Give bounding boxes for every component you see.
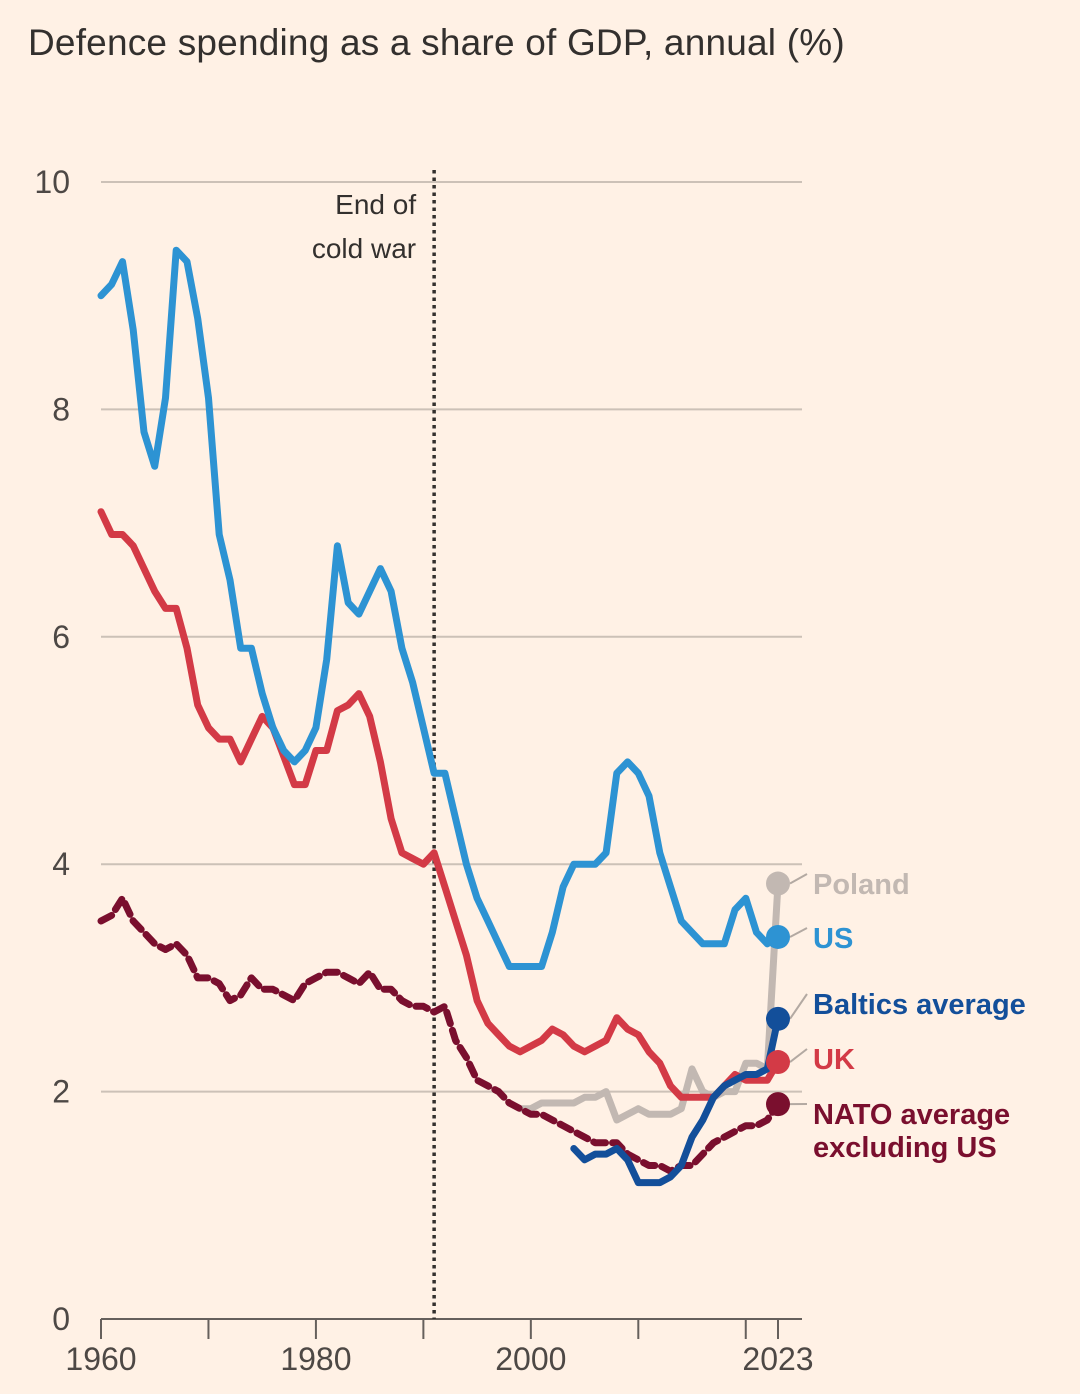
- series-line-poland: [516, 880, 782, 1124]
- y-tick-label-2: 2: [52, 1074, 70, 1110]
- end-dot-uk: [766, 1050, 790, 1075]
- cold-war-annotation: End of cold war: [312, 170, 436, 1319]
- series-label-poland: Poland: [813, 869, 910, 901]
- end-dot-nato-average-excluding-us: [766, 1092, 790, 1117]
- series-label-line1: NATO average: [813, 1099, 1010, 1131]
- x-tick-label-1980: 1980: [280, 1341, 351, 1377]
- x-tick-label-2000: 2000: [495, 1341, 566, 1377]
- series-line-uk: [97, 508, 782, 1101]
- series-label-baltics-average: Baltics average: [813, 989, 1026, 1021]
- series-lines: [97, 246, 782, 1187]
- end-dot-poland: [766, 871, 790, 896]
- leader-line-uk: [789, 1048, 808, 1063]
- gridlines: [101, 181, 802, 1093]
- series-line-nato-average-excluding-us: [97, 894, 782, 1175]
- series-labels: Poland NATO average excluding US UK Baltics …: [766, 869, 1026, 1164]
- series-line-us: [97, 246, 782, 970]
- x-tick-label-1960: 1960: [65, 1341, 136, 1377]
- y-tick-label-8: 8: [52, 391, 70, 427]
- series-label-line2: excluding US: [813, 1132, 997, 1164]
- y-tick-label-10: 10: [34, 164, 70, 200]
- leader-line-us: [789, 927, 808, 938]
- end-dot-us: [766, 924, 790, 949]
- y-tick-label-6: 6: [52, 619, 70, 655]
- series-line-baltics-average: [570, 1015, 782, 1187]
- chart-title: Defence spending as a share of GDP, annu…: [28, 22, 845, 63]
- series-label-us: US: [813, 923, 853, 955]
- series-label-uk: UK: [813, 1044, 855, 1076]
- cold-war-label-line1: End of: [335, 189, 416, 220]
- y-tick-label-4: 4: [52, 846, 70, 882]
- cold-war-label-line2: cold war: [312, 233, 416, 264]
- end-dot-baltics-average: [766, 1006, 790, 1031]
- y-tick-label-0: 0: [52, 1301, 70, 1337]
- leader-line-baltics-average: [789, 993, 808, 1020]
- axes: 0 2 4 6 8 10 1960 1980 2000 2023: [34, 164, 813, 1377]
- x-tick-label-2023: 2023: [742, 1341, 813, 1377]
- series-label-nato-average-excluding-us: NATO average excluding US: [813, 1099, 1010, 1164]
- leader-line-poland: [789, 873, 808, 885]
